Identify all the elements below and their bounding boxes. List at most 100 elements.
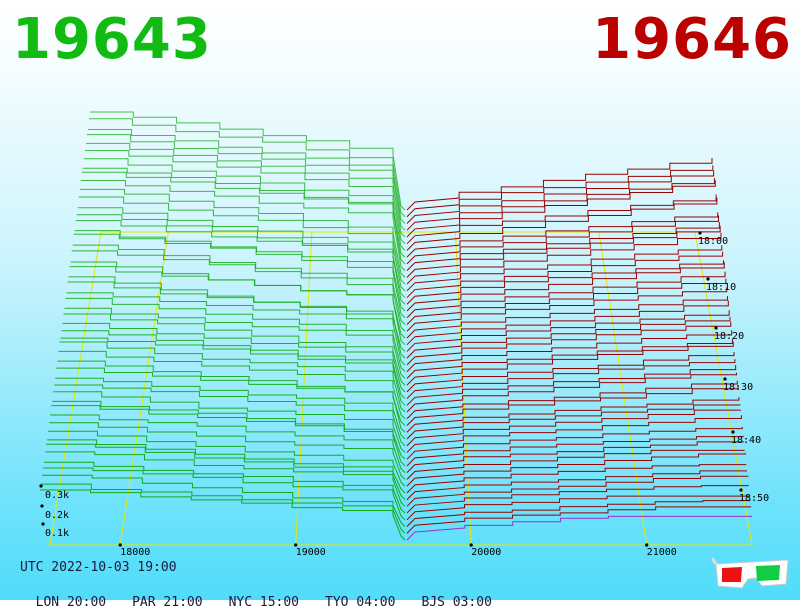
ask-price: 19646 — [592, 7, 792, 72]
ask-depth-line — [406, 415, 742, 453]
bid-depth-line — [63, 313, 406, 386]
bid-depth-line — [46, 443, 406, 500]
ask-depth-line — [406, 170, 715, 224]
price-tick-label: 18000 — [120, 547, 150, 558]
bid-depth-line — [75, 220, 406, 305]
bid-depth-line — [65, 297, 406, 372]
3d-glasses-icon[interactable] — [712, 556, 792, 592]
ask-depth-line — [406, 372, 737, 413]
ask-depth-line — [406, 260, 724, 305]
time-tick-label: 18:20 — [714, 331, 744, 342]
ask-depth-line — [406, 500, 751, 527]
bid-depth-line — [87, 128, 406, 224]
utc-time: UTC 2022-10-03 19:00 — [20, 560, 177, 575]
ask-depth-line — [406, 359, 736, 399]
bid-depth-line — [64, 307, 406, 379]
bid-depth-line — [84, 149, 406, 245]
ask-depth-line — [406, 485, 749, 514]
bid-depth-line — [86, 134, 406, 231]
ask-depth-line — [406, 316, 731, 359]
ask-depth-line — [406, 385, 739, 426]
bid-depth-line — [88, 118, 406, 218]
price-tick-mark — [645, 543, 649, 547]
bid-depth-line — [66, 292, 406, 366]
bid-depth-line — [50, 414, 406, 474]
bid-depth-line — [71, 250, 406, 332]
ask-depth-line — [406, 300, 729, 346]
ask-depth-line — [406, 310, 730, 352]
time-tick-mark — [698, 231, 702, 235]
ask-depth-line — [406, 515, 752, 541]
time-tick-mark — [739, 488, 743, 492]
time-tick-mark — [723, 377, 727, 381]
ask-depth-line — [406, 380, 738, 420]
timezone-bjs: BJS 03:00 — [421, 595, 492, 610]
ask-depth-line — [406, 404, 741, 440]
ask-depth-line — [406, 296, 729, 339]
ask-depth-line — [406, 245, 723, 292]
ask-depth-line — [406, 251, 724, 298]
ask-depth-line — [406, 397, 740, 433]
ask-depth-line — [406, 426, 743, 460]
bid-price: 19643 — [12, 7, 212, 72]
bid-depth-line — [90, 111, 406, 211]
depth-tick-mark — [40, 504, 44, 508]
ask-depth-line — [406, 365, 737, 406]
ask-depth-line — [406, 215, 720, 265]
price-tick-mark — [294, 543, 298, 547]
ask-depth-line — [406, 225, 721, 278]
depth-tick-mark — [41, 522, 45, 526]
price-gridline — [454, 231, 472, 546]
bid-depth-line — [60, 337, 406, 406]
chart-axes: 18000 19000 20000 21000 0.1k 0.2k 0.3k 18:00 18:… — [39, 231, 769, 558]
bid-depth-line — [85, 142, 406, 238]
ask-depth-line — [406, 194, 717, 245]
bid-depth-line — [43, 467, 406, 521]
ask-depth-line — [406, 157, 713, 211]
bid-depth-line — [41, 483, 406, 534]
ask-depth-line — [406, 232, 722, 285]
ask-depth-line — [406, 212, 719, 258]
bid-depth-line — [45, 451, 406, 507]
bid-depth-line — [42, 474, 406, 527]
price-tick-label: 19000 — [296, 547, 326, 558]
time-tick-mark — [714, 326, 718, 330]
ask-depth-line — [406, 330, 733, 372]
time-tick-label: 18:00 — [698, 236, 728, 247]
ask-depth-line — [406, 262, 725, 312]
ask-depth-line — [406, 475, 749, 507]
bid-depth-line — [59, 341, 406, 413]
bid-depth-line — [44, 461, 406, 514]
bid-depth-line — [55, 377, 406, 440]
bid-depth-line — [79, 188, 406, 278]
ask-depth-line — [406, 341, 734, 386]
ask-depth-line — [406, 177, 715, 231]
time-tick-mark — [731, 430, 735, 434]
time-tick-label: 18:10 — [706, 282, 736, 293]
bid-depth-line — [51, 405, 406, 467]
timezone-par: PAR 21:00 — [132, 595, 203, 610]
price-tick-mark — [118, 543, 122, 547]
bid-depth-line — [73, 233, 406, 319]
ask-depth-line — [406, 278, 727, 325]
price-tick-label: 20000 — [471, 547, 501, 558]
ask-depth-line — [406, 221, 720, 271]
bid-depth-line — [53, 391, 406, 453]
bid-depth-line — [52, 400, 406, 460]
bid-depth-line — [62, 322, 406, 393]
ask-depth-line — [406, 287, 728, 332]
ask-depth-line — [406, 506, 752, 534]
ask-depth-line — [406, 435, 744, 467]
bid-depth-line — [54, 384, 406, 447]
bid-depth-line — [81, 171, 406, 265]
timezone-bar: LON 20:00 PAR 21:00 NYC 15:00 TYO 04:00 BJS … — [20, 580, 518, 610]
time-tick-label: 18:30 — [723, 382, 753, 393]
depth-tick-label: 0.1k — [45, 528, 69, 539]
ask-depth-line — [406, 470, 748, 500]
bid-depth-line — [70, 261, 406, 339]
depth-tick-mark — [39, 484, 43, 488]
bid-depth-line — [67, 281, 406, 359]
ask-depth-line — [406, 180, 716, 238]
ask-depth-line — [406, 495, 750, 521]
